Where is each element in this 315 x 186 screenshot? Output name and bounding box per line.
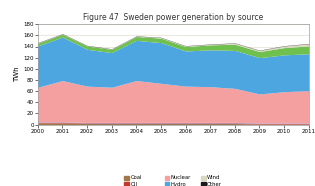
Legend: Coal, Oil, Natural gas, Nuclear, Hydro, Bioenergy, Wind, Other: Coal, Oil, Natural gas, Nuclear, Hydro, … bbox=[124, 175, 222, 186]
Y-axis label: TWh: TWh bbox=[14, 67, 20, 82]
Title: Figure 47  Sweden power generation by source: Figure 47 Sweden power generation by sou… bbox=[83, 13, 263, 22]
